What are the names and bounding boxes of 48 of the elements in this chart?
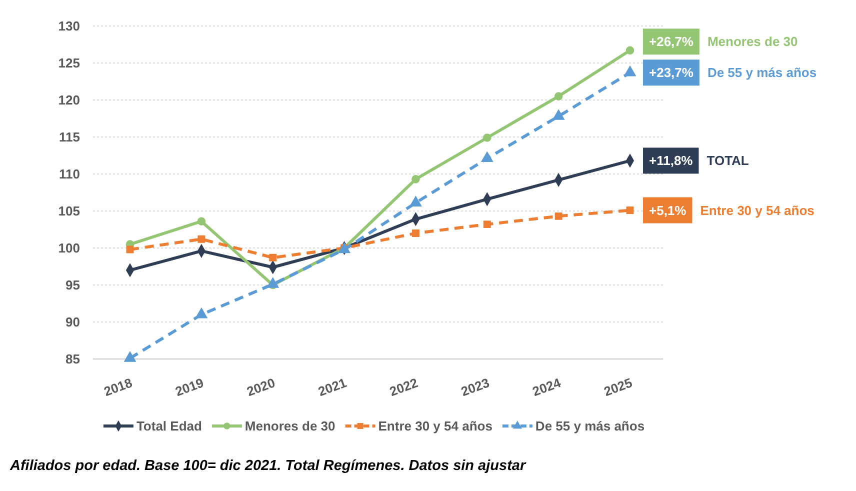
point	[196, 308, 208, 318]
point	[481, 152, 494, 162]
point	[483, 220, 491, 228]
x-tick-label: 2025	[602, 375, 634, 400]
y-tick-label: 85	[66, 352, 80, 367]
y-tick-label: 115	[59, 130, 80, 145]
point	[554, 212, 562, 220]
point	[124, 352, 136, 362]
point	[269, 254, 277, 262]
text: De 55 y más años	[707, 65, 817, 80]
annotation: +11,8%	[649, 153, 694, 168]
legend-label: Entre 30 y 54 años	[378, 418, 492, 434]
y-tick-label: 110	[59, 166, 80, 182]
annotation: +23,7%	[649, 65, 694, 80]
annotation: +5,1%	[649, 202, 687, 218]
x-tick-label: 2024	[530, 374, 564, 400]
point	[197, 217, 206, 226]
legend-label: Menores de 30	[244, 418, 336, 434]
y-tick-label: 125	[58, 56, 80, 71]
x-tick-label: 2018	[102, 375, 134, 400]
point	[410, 196, 422, 206]
y-tick-label: 105	[58, 204, 80, 219]
point	[626, 206, 634, 214]
point	[412, 229, 420, 237]
y-tick-label: 95	[66, 278, 80, 293]
point	[626, 46, 634, 55]
text: Entre 30 y 54 años	[700, 202, 814, 218]
point	[198, 235, 206, 243]
point	[266, 278, 279, 288]
y-tick-label: 120	[58, 92, 80, 108]
x-tick-label: 2023	[459, 375, 492, 400]
point	[482, 134, 492, 142]
x-tick-label: 2019	[173, 375, 206, 400]
annotation: +26,7%	[649, 34, 694, 50]
legend-label: Total Edad	[136, 418, 202, 434]
y-tick-label: 130	[58, 18, 80, 34]
legend-label: De 55 y más años	[535, 418, 645, 434]
y-tick-label: 90	[66, 314, 80, 330]
x-tick-label: 2020	[244, 375, 278, 400]
point	[126, 246, 134, 254]
point	[412, 175, 420, 184]
text: Menores de 30	[707, 34, 798, 50]
x-tick-label: 2021	[316, 375, 348, 400]
point	[554, 92, 563, 100]
x-tick-label: 2022	[388, 375, 420, 400]
y-tick-label: 100	[58, 240, 80, 256]
text: TOTAL	[706, 153, 749, 168]
text: Afiliados por edad. Base 100= dic 2021. Total Regímenes. Datos sin ajustar	[9, 458, 527, 474]
